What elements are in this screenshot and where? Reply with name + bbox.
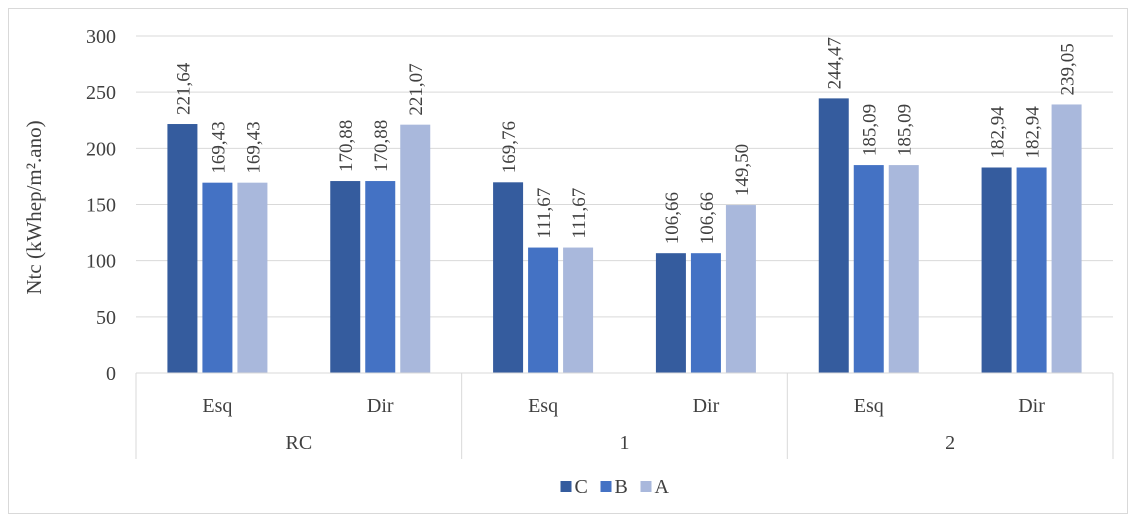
group-label: RC [285,432,312,454]
x-tick-label: Esq [854,395,884,417]
bar-b [365,181,396,373]
bar-a [563,247,594,373]
bar-a [400,124,431,373]
data-label: 185,09 [895,104,916,156]
x-tick-label: Esq [528,395,558,417]
bar-c [167,124,198,373]
bar-a [888,165,919,373]
data-label: 111,67 [534,188,555,239]
legend-swatch-b [600,481,612,492]
y-axis-title: Ntc (kWhep/m².ano) [22,120,46,294]
y-tick-label: 50 [96,307,116,329]
bar-a [725,205,756,373]
legend-label: B [615,476,628,498]
data-label: 221,07 [406,63,427,115]
data-label: 244,47 [825,37,846,89]
x-tick-label: Dir [693,395,720,417]
data-label: 106,66 [697,192,718,244]
data-label: 170,88 [371,120,392,172]
y-tick-label: 100 [86,251,116,273]
bar-b [1016,167,1047,373]
bar-c [655,253,686,373]
x-tick-label: Esq [202,395,232,417]
data-label: 106,66 [662,192,683,244]
data-label: 182,94 [988,106,1009,159]
bar-b [853,165,884,373]
y-tick-label: 250 [86,82,116,104]
legend-label: A [655,476,670,498]
data-label: 221,64 [173,62,194,115]
data-label: 185,09 [860,104,881,156]
bar-b [690,253,721,373]
bar-a [1051,104,1082,373]
data-label: 170,88 [336,120,357,172]
data-label: 111,67 [569,188,590,239]
data-label: 169,43 [243,121,264,173]
y-tick-label: 150 [86,195,116,217]
y-tick-label: 200 [86,138,116,160]
legend-swatch-a [640,481,652,492]
data-label: 239,05 [1058,43,1079,95]
data-label: 169,43 [208,121,229,173]
legend-label: C [575,476,588,498]
x-tick-label: Dir [1018,395,1045,417]
x-tick-label: Dir [367,395,394,417]
data-label: 169,76 [499,121,520,173]
legend-swatch-c [560,481,572,492]
bar-c [330,181,361,373]
bar-a [237,182,268,373]
group-label: 1 [620,432,630,454]
y-tick-label: 0 [106,363,116,385]
bar-b [202,182,233,373]
data-label: 149,50 [732,144,753,196]
group-label: 2 [945,432,955,454]
bar-b [528,247,559,373]
y-tick-label: 300 [86,26,116,48]
data-label: 182,94 [1023,106,1044,159]
bar-c [493,182,524,373]
bar-c [818,98,849,374]
bar-c [981,167,1012,373]
